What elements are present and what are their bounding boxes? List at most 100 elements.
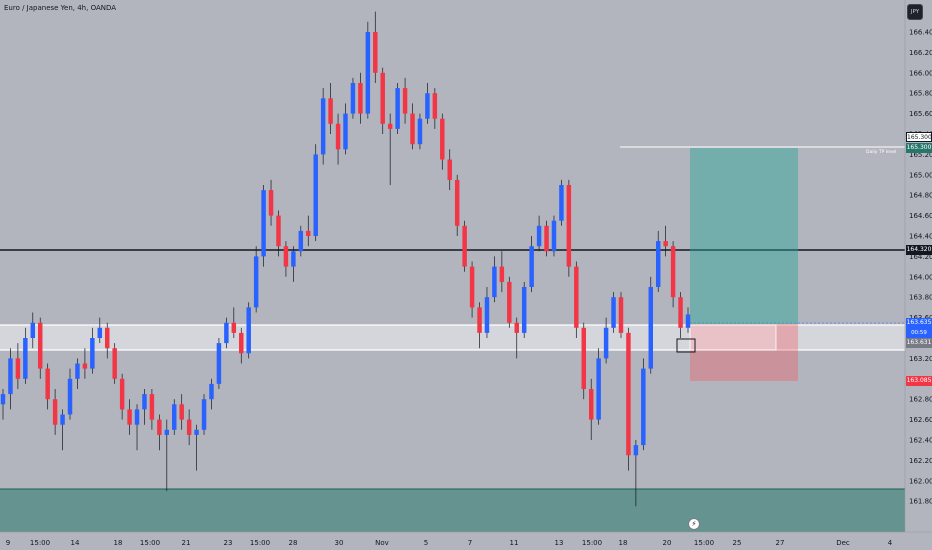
price-axis-label: 163.200 [909,355,932,363]
candle-body [194,429,199,435]
price-axis-label: 166.000 [909,69,932,77]
candle-body [276,215,281,247]
candle [291,246,296,282]
support-zone [0,489,905,532]
price-axis-label: 166.200 [909,49,932,57]
candle [82,348,88,379]
candle [663,225,668,257]
candle [551,215,557,257]
candle-body [492,266,497,298]
candle-body [425,93,430,119]
candle-body [320,98,326,155]
time-axis[interactable]: 9 15:00 14 18 15:00 21 23 15:00 28 30 Nov 5 7 11 13 15:… [6,539,893,547]
candle-body [239,332,244,354]
candle-body [440,118,445,160]
currency-button[interactable]: JPY [907,4,923,20]
candle [149,389,155,430]
candle [97,317,103,344]
price-axis-label: 163.800 [909,294,932,302]
candle-body [142,394,147,410]
candle [581,322,586,400]
candle-body [164,429,170,435]
entry-price-tag: 163.631 [906,338,932,348]
candle [410,103,415,150]
replay-lightning-icon[interactable]: ⚡ [688,518,700,530]
time-axis-label: 25 [733,539,742,547]
candle [261,185,266,267]
entry-zone-highlight [689,324,777,351]
candle [596,348,601,425]
candle-body [417,118,423,145]
candle [239,327,244,364]
candle [119,373,125,420]
candle-body [454,179,460,226]
candle-body [283,246,289,267]
stop-loss-zone[interactable] [690,324,798,381]
candle-body [313,154,318,236]
candle [328,83,333,134]
candle [127,399,132,435]
price-axis-label: 165.000 [909,171,932,179]
price-axis-label: 162.800 [909,396,932,404]
price-axis-label: 162.600 [909,416,932,424]
candle [157,414,162,451]
candle [514,317,519,359]
chart-background [0,0,905,532]
price-axis-label: 166.400 [909,29,932,37]
candle-body [395,88,400,129]
candle-body [45,368,50,400]
candle [425,83,430,124]
candle [559,179,564,226]
candle [313,144,318,242]
candle [15,343,21,389]
candle [90,327,95,374]
candle [462,220,467,272]
candle-body [127,409,132,425]
price-axis-label: 165.800 [909,90,932,98]
candle [45,363,50,410]
candle [603,317,609,364]
candle [402,77,408,124]
candle [276,210,281,257]
candles-layer [0,11,691,507]
candle [350,77,356,119]
candle-body [335,123,341,150]
candle-body [186,419,192,435]
take-profit-zone[interactable] [690,148,798,324]
price-axis[interactable]: 166.400166.200166.000165.800165.600165.4… [909,29,932,506]
candle-body [603,327,609,359]
entry-box[interactable] [676,338,696,353]
candle [670,241,676,308]
horizontal-level-tag: 164.320 [906,245,932,255]
candle [655,230,661,293]
price-axis-label: 165.200 [909,151,932,159]
candle [484,287,490,338]
candle [209,378,214,410]
time-axis-label: 18 [114,539,123,547]
candle-body [574,266,579,328]
candle [0,389,6,420]
candle [492,256,497,303]
time-axis-label: 15:00 [694,539,714,547]
candle [8,348,13,410]
price-axis-label: 162.000 [909,477,932,485]
candle [373,11,378,83]
candle-body [596,358,601,420]
candle-body [447,159,452,180]
candle-body [8,358,13,395]
candle-body [105,327,110,349]
candle [387,113,393,185]
candle-body [149,394,155,420]
candle-body [328,98,333,124]
candle [380,67,385,134]
time-axis-label: 11 [510,539,519,547]
tp-label-tag: 165.300 [906,132,932,142]
candle [469,261,475,318]
candle-body [670,246,676,298]
candle-body [365,32,371,114]
candle-body [179,404,184,420]
candle-body [678,297,683,328]
candle-body [581,327,586,389]
candle-body [462,225,467,267]
